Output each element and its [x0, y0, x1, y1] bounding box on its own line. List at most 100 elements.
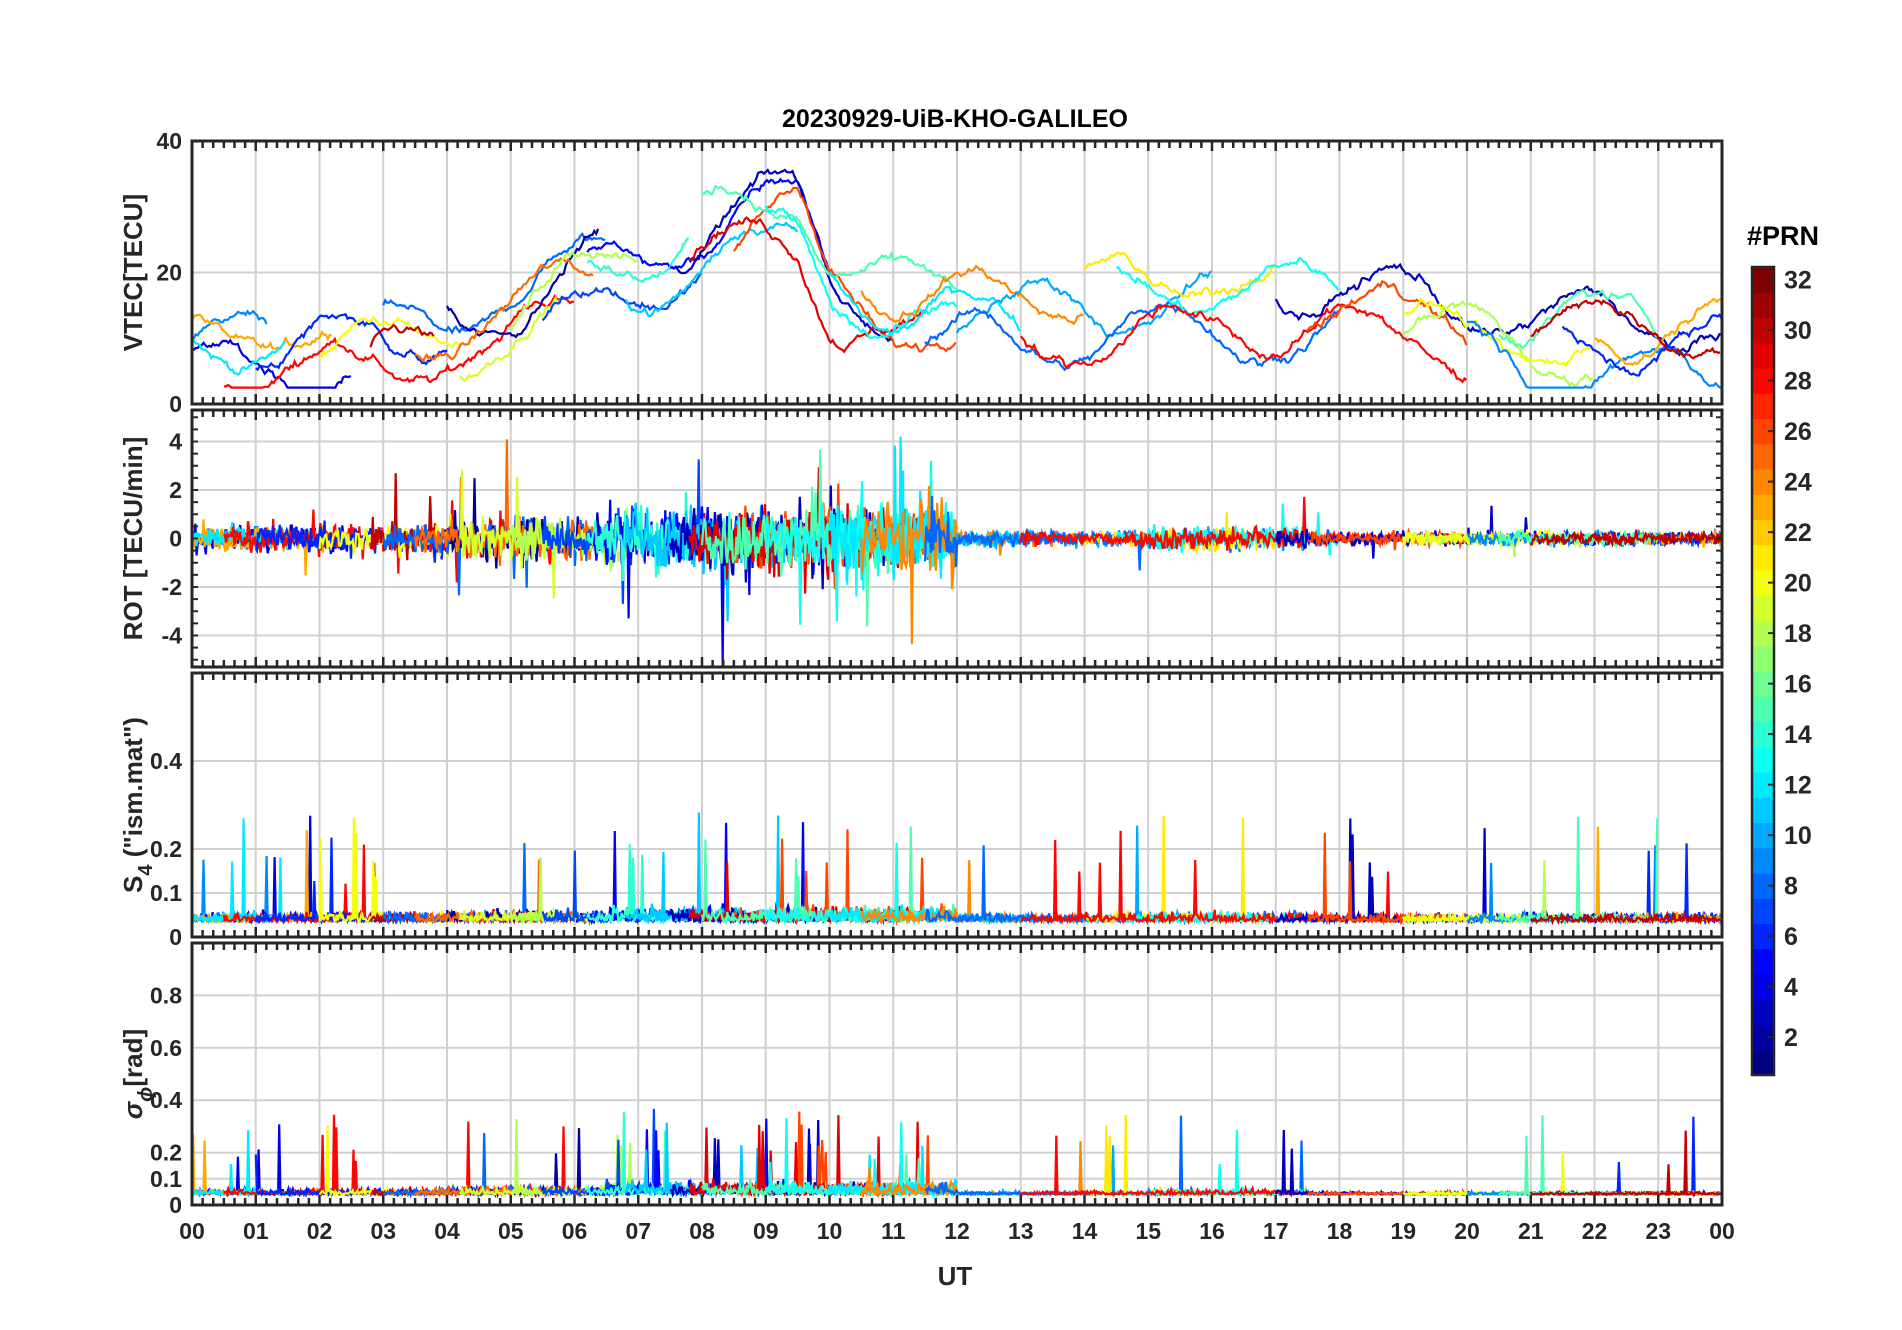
- colorbar-segment: [1752, 595, 1774, 622]
- x-tick-label: 02: [307, 1218, 333, 1244]
- series-line-prn-18: [509, 250, 638, 332]
- y-tick-label: 0.2: [150, 1140, 182, 1166]
- series-line-prn-28: [1020, 303, 1468, 384]
- grid-lines: [191, 943, 1723, 1206]
- colorbar-segment: [1752, 1049, 1774, 1076]
- series-line-prn-3: [1274, 505, 1722, 559]
- series-line-prn-4: [192, 815, 352, 925]
- y-tick-label: 20: [156, 260, 182, 286]
- series-line-prn-30: [1530, 299, 1721, 360]
- colorbar-frame: [1750, 265, 1776, 1077]
- series-line-prn-20: [318, 1125, 461, 1198]
- series-line-prn-20: [318, 817, 461, 926]
- panel-rot: -4 -2 0 2 4 ROT [TECU/min]: [118, 408, 1724, 669]
- series-line-prn-29: [688, 216, 926, 354]
- series-line-prn-11: [624, 221, 799, 318]
- series-line-prn-26: [733, 186, 957, 353]
- x-tick-label: 15: [1135, 1218, 1161, 1244]
- series-line-prn-7: [541, 272, 703, 322]
- colorbar-segment: [1752, 469, 1774, 495]
- tick-marks: [190, 673, 1724, 937]
- series-line-prn-8: [382, 232, 606, 335]
- colorbar-segment: [1752, 418, 1774, 445]
- x-tick-label: 06: [562, 1218, 588, 1244]
- colorbar-tick-label: 26: [1784, 418, 1812, 446]
- series-line-prn-3: [1274, 262, 1722, 357]
- y-tick-label: -4: [162, 622, 183, 648]
- series-line-prn-23: [1594, 297, 1722, 367]
- series-line-prn-19: [458, 469, 562, 599]
- y-tick-label: 0: [169, 391, 182, 417]
- series-line-prn-30: [369, 323, 435, 348]
- x-tick-label: 13: [1008, 1218, 1034, 1244]
- x-tick-label: 03: [370, 1218, 396, 1244]
- series-line-prn-8: [924, 1115, 1341, 1198]
- x-tick-label: 08: [689, 1218, 715, 1244]
- tick-marks: [190, 410, 1724, 667]
- series-line-prn-6: [1561, 1116, 1722, 1198]
- y-tick-label: 0: [169, 1192, 182, 1218]
- x-tick-label: 16: [1199, 1218, 1225, 1244]
- series-line-prn-3: [1274, 1129, 1722, 1198]
- x-tick-label: 14: [1072, 1218, 1098, 1244]
- colorbar-tick-label: 2: [1784, 1024, 1798, 1052]
- series-line-prn-13: [1116, 1130, 1340, 1198]
- x-tick-label: 12: [944, 1218, 970, 1244]
- y-tick-label: 0: [169, 924, 182, 950]
- y-tick-label: 0.6: [150, 1035, 182, 1061]
- x-tick-label: 22: [1582, 1218, 1608, 1244]
- colorbar-segment: [1752, 342, 1774, 369]
- series-line-prn-6: [1561, 313, 1722, 377]
- series-line-prn-20: [318, 315, 460, 360]
- series-line-prn-18: [1402, 860, 1595, 926]
- panel-s4: 0 0.1 0.2 0.4S4 ("ism.mat"): [118, 671, 1724, 950]
- y-axis-label: VTEC[TECU]: [118, 194, 148, 351]
- x-tick-label: 00: [1709, 1218, 1735, 1244]
- colorbar-segment: [1752, 368, 1774, 394]
- series-group: [192, 168, 1722, 389]
- colorbar-tick-label: 4: [1784, 974, 1798, 1002]
- series-line-prn-6: [254, 1154, 447, 1199]
- series-line-prn-15: [1497, 816, 1659, 925]
- x-tick-label: 11: [881, 1218, 906, 1244]
- y-axis-label: S4 ("ism.mat"): [118, 717, 157, 893]
- x-tick-label: 05: [498, 1218, 524, 1244]
- series-line-prn-9: [1466, 320, 1722, 389]
- x-tick-label: 00: [179, 1218, 205, 1244]
- colorbar-tick-label: 30: [1784, 317, 1812, 345]
- colorbar-tick-label: 12: [1784, 772, 1812, 800]
- series-line-prn-19: [459, 295, 563, 382]
- y-tick-label: 0: [169, 526, 182, 552]
- colorbar-segment: [1752, 544, 1774, 571]
- series-line-prn-28: [223, 1114, 575, 1198]
- colorbar-tick-label: 10: [1784, 822, 1812, 850]
- series-line-prn-3: [669, 168, 893, 343]
- colorbar-segment: [1752, 822, 1774, 849]
- colorbar-tick-label: 8: [1784, 873, 1798, 901]
- series-group: [192, 1108, 1722, 1199]
- colorbar-segment: [1752, 746, 1774, 773]
- colorbar-segment: [1752, 721, 1774, 748]
- tick-marks: [190, 943, 1724, 1205]
- y-axis-label: ROT [TECU/min]: [118, 437, 148, 641]
- colorbar-segment: [1752, 797, 1774, 824]
- y-tick-label: -2: [162, 574, 182, 600]
- series-line-prn-21: [1083, 251, 1277, 299]
- series-line-prn-21: [1083, 815, 1276, 926]
- colorbar-segment: [1752, 974, 1774, 1000]
- colorbar-tick-label: 32: [1784, 267, 1812, 295]
- colorbar-segment: [1752, 671, 1774, 697]
- colorbar-title: #PRN: [1747, 221, 1819, 251]
- colorbar-segment: [1752, 873, 1774, 899]
- series-line-prn-13: [1115, 256, 1340, 317]
- y-axis-label: σϕ[rad]: [118, 1029, 157, 1119]
- series-line-prn-26: [1306, 832, 1468, 926]
- series-line-prn-23: [192, 1134, 333, 1198]
- x-tick-label: 21: [1518, 1218, 1544, 1244]
- y-tick-label: 2: [169, 477, 182, 503]
- series-line-prn-6: [1561, 843, 1722, 926]
- x-tick-label: 10: [817, 1218, 843, 1244]
- colorbar-segment: [1752, 923, 1774, 950]
- series-line-prn-30: [1530, 529, 1722, 548]
